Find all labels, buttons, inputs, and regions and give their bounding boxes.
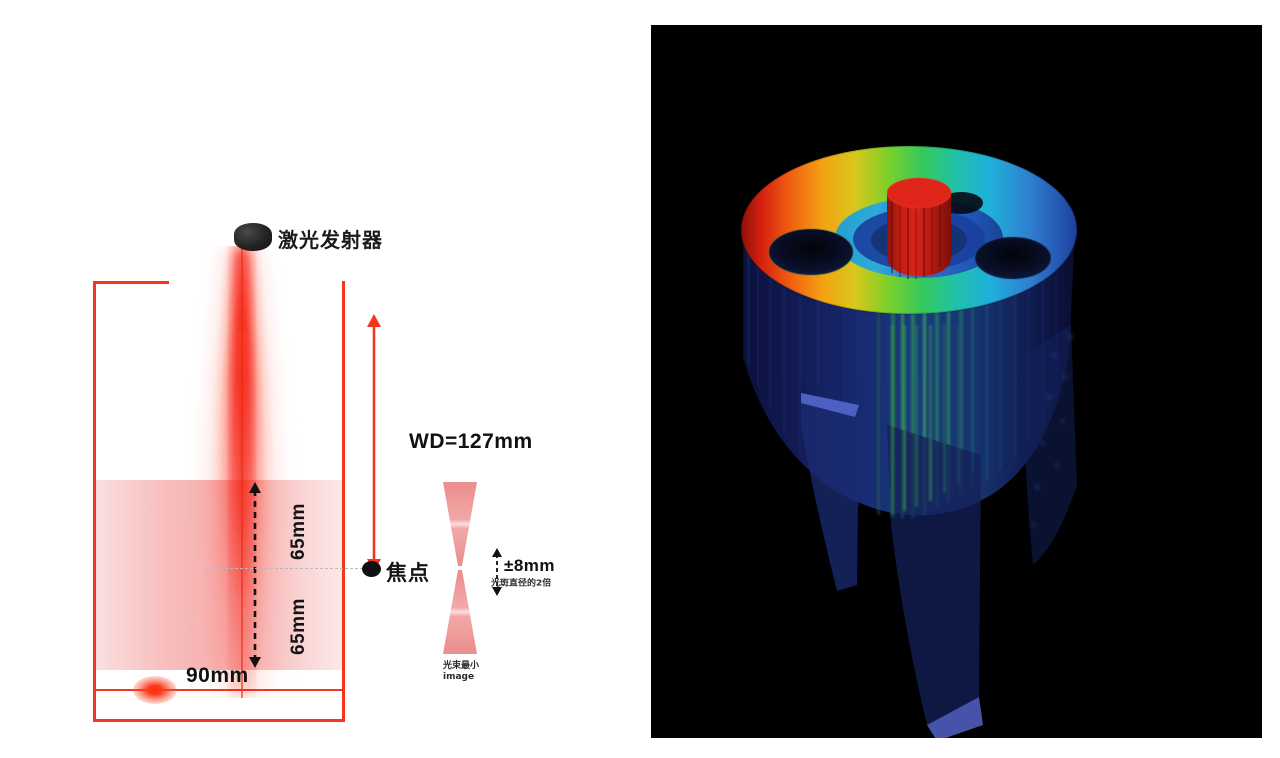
focus-point-label: 焦点 [386,561,430,585]
focus-point-marker [362,561,381,577]
beam-waist-diagram [437,482,483,654]
point-cloud-render [651,25,1262,738]
beam-waist-caption-cn: 光束最小 [443,661,480,671]
enclosure-outline-bottom [93,719,345,722]
total-range-label: 90mm [186,664,249,687]
laser-spot-indicator [133,676,177,704]
enclosure-outline-left [93,281,96,722]
spot-tolerance-arrow [489,548,505,596]
laser-schematic-panel: 激光发射器 65mm 65mm 90mm WD=127mm 焦点 [93,223,556,722]
working-distance-arrow [364,314,384,572]
near-range-label: 65mm [288,503,309,560]
range-dimension-arrow [240,482,270,668]
scan-render-panel [651,25,1262,738]
spot-tolerance-note: 光斑直径的2倍 [491,579,552,589]
enclosure-outline-top-left [93,281,169,284]
laser-beam-cone [152,246,352,698]
spot-tolerance-label: ±8mm [504,556,556,575]
laser-emitter-icon [234,223,272,251]
far-range-label: 65mm [288,598,309,655]
working-distance-label: WD=127mm [409,430,533,453]
focus-guide-line [205,568,363,570]
beam-waist-caption-en: image [443,672,475,682]
enclosure-outline-right [342,281,345,722]
laser-emitter-label: 激光发射器 [278,228,383,252]
